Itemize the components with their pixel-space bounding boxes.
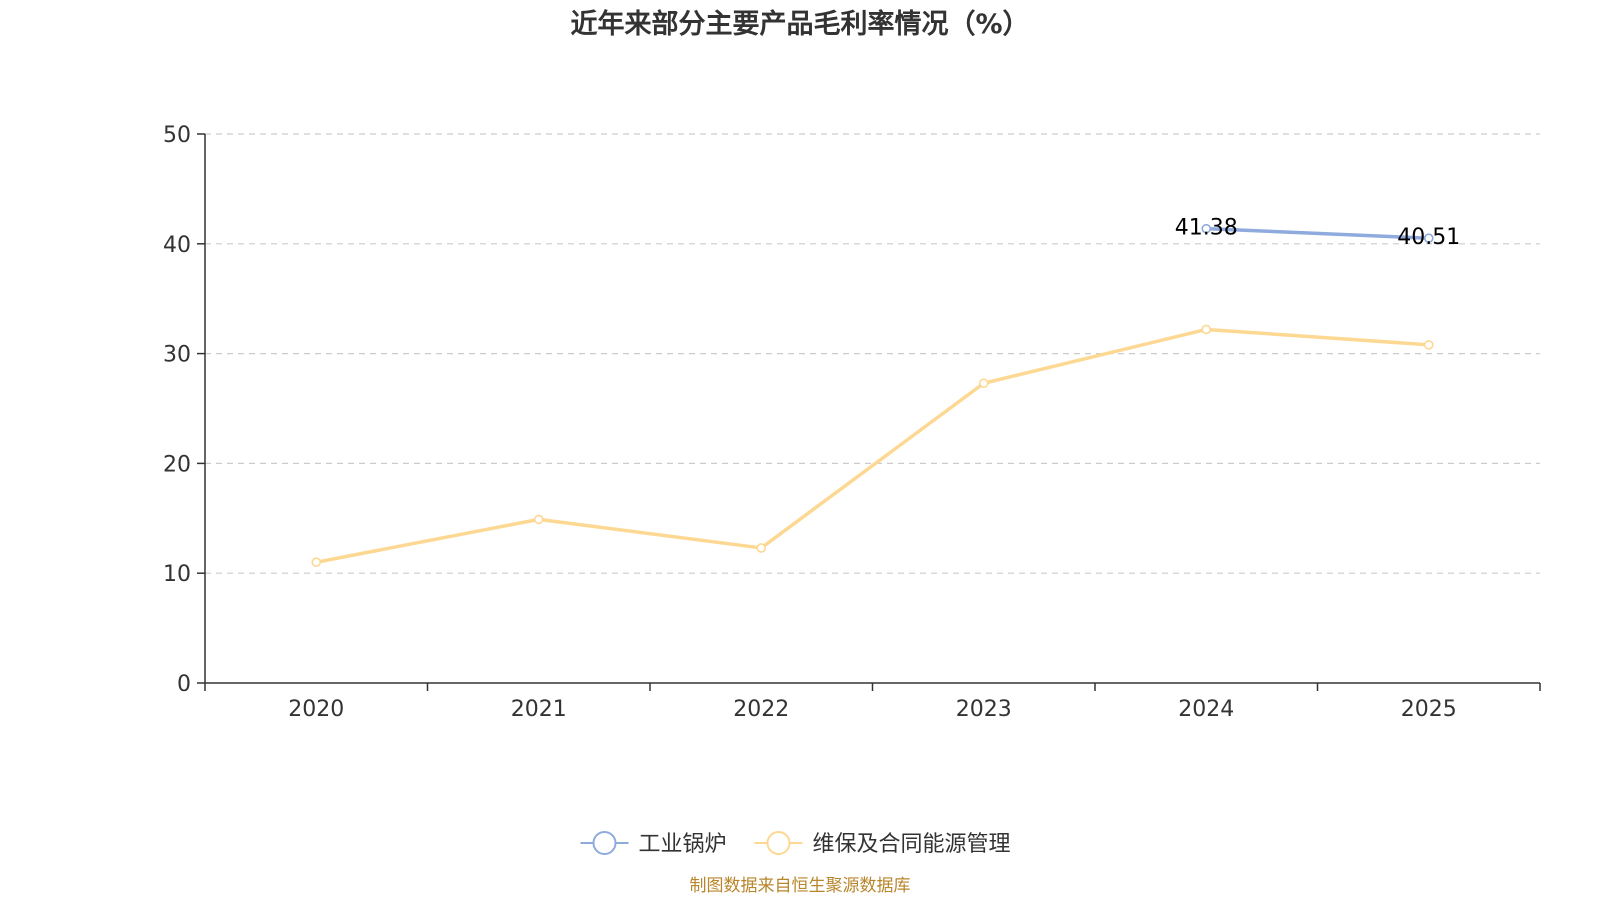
data-point bbox=[1423, 233, 1434, 244]
legend-label: 工业锅炉 bbox=[639, 832, 727, 857]
data-point bbox=[1201, 223, 1212, 234]
series-line bbox=[1204, 226, 1431, 240]
data-labels: 41.38 40.51 bbox=[1175, 216, 1460, 251]
data-point bbox=[978, 378, 989, 389]
data-point bbox=[756, 543, 767, 553]
data-point bbox=[311, 557, 322, 568]
y-tick-label: 30 bbox=[163, 343, 191, 368]
x-tick-label: 2021 bbox=[511, 697, 567, 722]
axes: 0 10 20 30 40 50 2020 2021 2022 2023 2024 2025 bbox=[163, 123, 1541, 722]
legend-label: 维保及合同能源管理 bbox=[813, 832, 1011, 857]
x-tick-label: 2023 bbox=[956, 697, 1012, 722]
data-point bbox=[533, 514, 544, 525]
y-tick-label: 0 bbox=[177, 672, 191, 697]
legend[interactable]: 工业锅炉 维保及合同能源管理 bbox=[580, 831, 1011, 857]
y-tick-label: 20 bbox=[163, 452, 191, 477]
series-lines bbox=[311, 223, 1434, 568]
source-note: 制图数据来自恒生聚源数据库 bbox=[690, 876, 911, 896]
legend-item[interactable]: 维保及合同能源管理 bbox=[754, 831, 1011, 857]
legend-item[interactable]: 工业锅炉 bbox=[580, 831, 727, 857]
x-tick-label: 2020 bbox=[288, 697, 344, 722]
legend-marker-icon bbox=[592, 831, 617, 855]
series-line bbox=[314, 327, 1431, 564]
y-tick-label: 50 bbox=[163, 123, 191, 148]
data-point bbox=[1201, 324, 1212, 335]
y-tick-label: 40 bbox=[163, 233, 191, 258]
x-tick-label: 2025 bbox=[1401, 697, 1457, 722]
x-tick-label: 2022 bbox=[733, 697, 789, 722]
data-label: 40.51 bbox=[1397, 225, 1460, 250]
chart-title: 近年来部分主要产品毛利率情况（%） bbox=[570, 8, 1029, 40]
grid-lines bbox=[205, 133, 1540, 574]
y-tick-label: 10 bbox=[163, 562, 191, 587]
x-tick-label: 2024 bbox=[1178, 697, 1234, 722]
data-point bbox=[1423, 340, 1434, 350]
legend-marker-icon bbox=[766, 831, 791, 855]
data-label: 41.38 bbox=[1175, 216, 1238, 241]
